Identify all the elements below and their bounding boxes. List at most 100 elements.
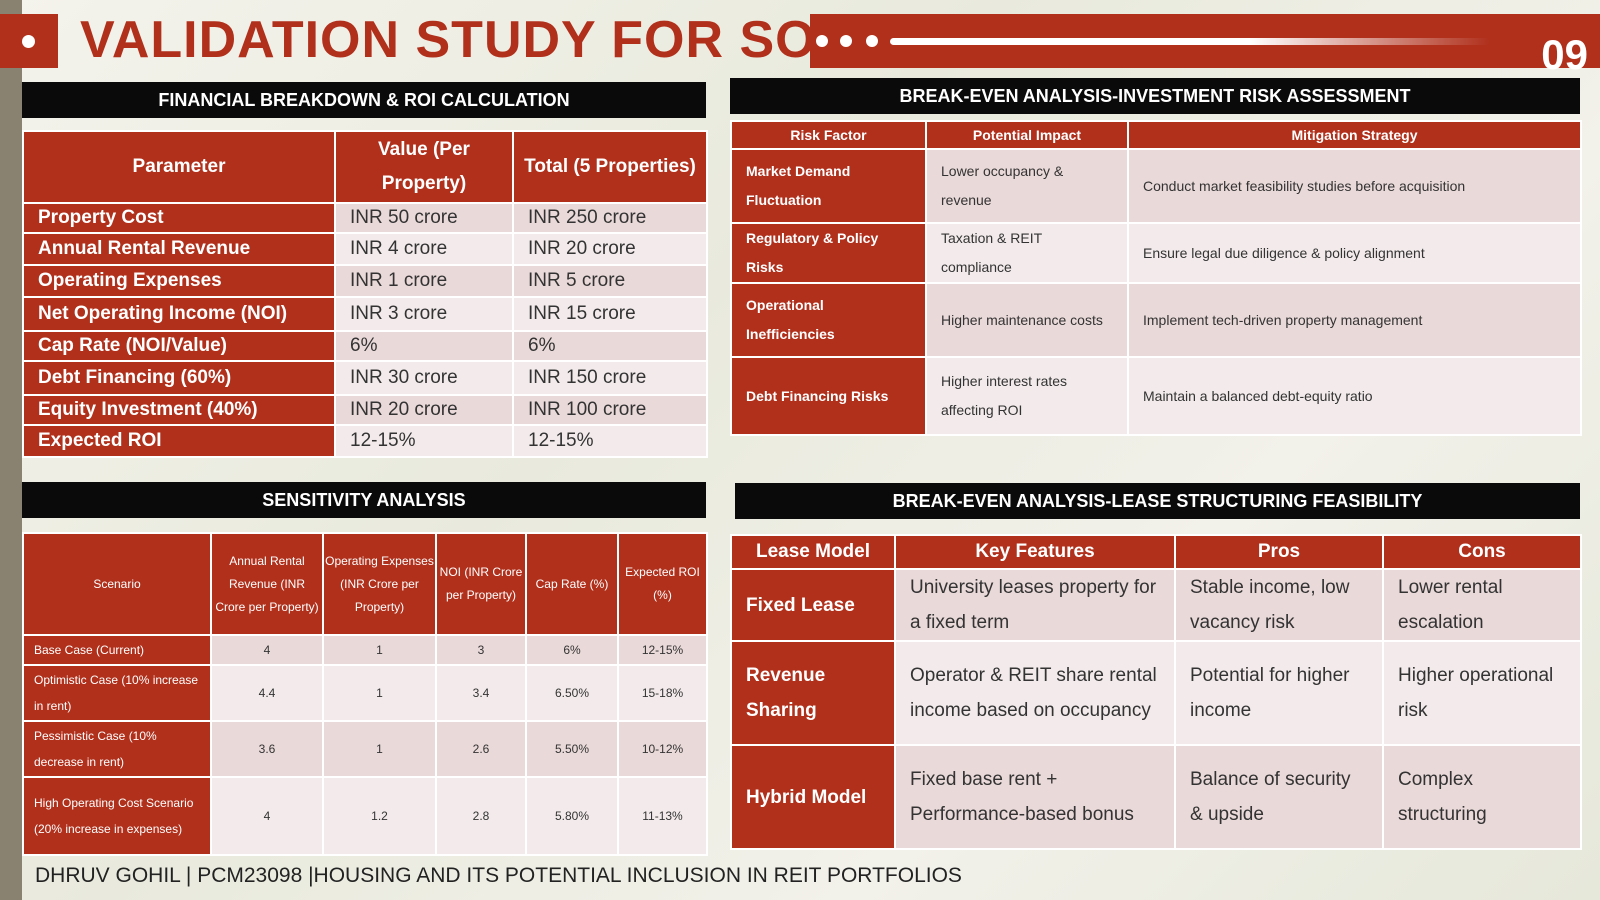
title-bar: 09 (810, 14, 1600, 78)
financial-heading: FINANCIAL BREAKDOWN & ROI CALCULATION (22, 82, 706, 118)
table-row: Hybrid Model Fixed base rent + Performanc… (730, 744, 1582, 850)
column-header: Cap Rate (%) (525, 532, 619, 636)
table-cell: INR 5 crore (512, 264, 708, 298)
title-bar-line (890, 38, 1490, 45)
table-cell: Lower rental escalation (1382, 568, 1582, 642)
column-header: Value (Per Property) (334, 130, 514, 204)
row-label: Annual Rental Revenue (22, 232, 336, 266)
row-label: Hybrid Model (730, 744, 896, 850)
table-row: Property Cost INR 50 crore INR 250 crore (22, 202, 708, 234)
table-cell: 10-12% (617, 720, 708, 778)
table-cell: INR 20 crore (512, 232, 708, 266)
table-cell: University leases property for a fixed t… (894, 568, 1176, 642)
column-header: Operating Expenses (INR Crore per Proper… (322, 532, 437, 636)
table-row: Fixed Lease University leases property fo… (730, 568, 1582, 642)
column-header: Scenario (22, 532, 212, 636)
table-cell: 1 (322, 664, 437, 722)
table-cell: 3.4 (435, 664, 527, 722)
page-title: VALIDATION STUDY FOR SOP (80, 11, 853, 69)
row-label: Expected ROI (22, 424, 336, 458)
table-cell: Taxation & REIT compliance (925, 222, 1129, 284)
table-cell: Higher interest rates affecting ROI (925, 356, 1129, 436)
column-header: Risk Factor (730, 120, 927, 150)
table-row: Expected ROI 12-15% 12-15% (22, 424, 708, 458)
table-cell: 3 (435, 634, 527, 666)
table-cell: 2.8 (435, 776, 527, 856)
page-number: 09 (1541, 31, 1588, 78)
table-cell: 5.80% (525, 776, 619, 856)
table-cell: 2.6 (435, 720, 527, 778)
table-cell: 12-15% (617, 634, 708, 666)
bullet-dot-icon (22, 35, 35, 48)
row-label: Cap Rate (NOI/Value) (22, 330, 336, 362)
title-marker (0, 14, 58, 68)
table-cell: Operator & REIT share rental income base… (894, 640, 1176, 746)
table-row: Operational Inefficiencies Higher mainten… (730, 282, 1582, 358)
table-row: Debt Financing (60%) INR 30 crore INR 150 … (22, 360, 708, 396)
sensitivity-heading: SENSITIVITY ANALYSIS (22, 482, 706, 518)
table-row: Net Operating Income (NOI) INR 3 crore INR… (22, 296, 708, 332)
column-header: Pros (1174, 534, 1384, 570)
table-row: Operating Expenses INR 1 crore INR 5 crore (22, 264, 708, 298)
row-label: Debt Financing (60%) (22, 360, 336, 396)
table-cell: Fixed base rent + Performance-based bonu… (894, 744, 1176, 850)
row-label: Base Case (Current) (22, 634, 212, 666)
column-header: NOI (INR Crore per Property) (435, 532, 527, 636)
table-cell: Complex structuring (1382, 744, 1582, 850)
table-cell: 11-13% (617, 776, 708, 856)
table-cell: 3.6 (210, 720, 324, 778)
table-row: High Operating Cost Scenario (20% increa… (22, 776, 708, 856)
table-cell: 1.2 (322, 776, 437, 856)
column-header: Annual Rental Revenue (INR Crore per Pro… (210, 532, 324, 636)
table-cell: Conduct market feasibility studies befor… (1127, 148, 1582, 224)
table-row: Optimistic Case (10% increase in rent) 4.… (22, 664, 708, 722)
table-cell: INR 20 crore (334, 394, 514, 426)
risk-table: Risk Factor Potential Impact Mitigation … (730, 120, 1582, 436)
footer-text: DHRUV GOHIL | PCM23098 |HOUSING AND ITS … (35, 864, 962, 887)
column-header: Key Features (894, 534, 1176, 570)
table-cell: 4 (210, 776, 324, 856)
table-cell: 12-15% (512, 424, 708, 458)
row-label: Net Operating Income (NOI) (22, 296, 336, 332)
table-row: Base Case (Current) 4 1 3 6% 12-15% (22, 634, 708, 666)
row-label: Operational Inefficiencies (730, 282, 927, 358)
risk-heading: BREAK-EVEN ANALYSIS-INVESTMENT RISK ASSE… (730, 78, 1580, 114)
table-row: Revenue Sharing Operator & REIT share ren… (730, 640, 1582, 746)
table-cell: INR 100 crore (512, 394, 708, 426)
table-row: Cap Rate (NOI/Value) 6% 6% (22, 330, 708, 362)
lease-heading: BREAK-EVEN ANALYSIS-LEASE STRUCTURING FE… (735, 483, 1580, 519)
row-label: Revenue Sharing (730, 640, 896, 746)
column-header: Lease Model (730, 534, 896, 570)
row-label: High Operating Cost Scenario (20% increa… (22, 776, 212, 856)
left-accent-bar (0, 0, 22, 900)
table-cell: 12-15% (334, 424, 514, 458)
table-row: Regulatory & Policy Risks Taxation & REIT… (730, 222, 1582, 284)
row-label: Operating Expenses (22, 264, 336, 298)
table-row: Equity Investment (40%) INR 20 crore INR 1… (22, 394, 708, 426)
table-cell: INR 30 crore (334, 360, 514, 396)
table-cell: 6% (512, 330, 708, 362)
column-header: Parameter (22, 130, 336, 204)
table-row: Pessimistic Case (10% decrease in rent) 3… (22, 720, 708, 778)
financial-table: Parameter Value (Per Property) Total (5 … (22, 130, 708, 458)
table-row: Annual Rental Revenue INR 4 crore INR 20 c… (22, 232, 708, 266)
column-header: Total (5 Properties) (512, 130, 708, 204)
row-label: Fixed Lease (730, 568, 896, 642)
lease-table: Lease Model Key Features Pros Cons Fixed… (730, 534, 1582, 850)
table-cell: Ensure legal due diligence & policy alig… (1127, 222, 1582, 284)
table-cell: 1 (322, 720, 437, 778)
table-cell: 1 (322, 634, 437, 666)
table-cell: Balance of security & upside (1174, 744, 1384, 850)
row-label: Optimistic Case (10% increase in rent) (22, 664, 212, 722)
dot-icon (840, 35, 852, 47)
column-header: Potential Impact (925, 120, 1129, 150)
sensitivity-table: Scenario Annual Rental Revenue (INR Cror… (22, 532, 708, 856)
table-cell: 4.4 (210, 664, 324, 722)
column-header: Mitigation Strategy (1127, 120, 1582, 150)
table-cell: INR 1 crore (334, 264, 514, 298)
table-cell: INR 4 crore (334, 232, 514, 266)
table-cell: Lower occupancy & revenue (925, 148, 1129, 224)
column-header: Expected ROI (%) (617, 532, 708, 636)
table-cell: Potential for higher income (1174, 640, 1384, 746)
table-cell: INR 150 crore (512, 360, 708, 396)
